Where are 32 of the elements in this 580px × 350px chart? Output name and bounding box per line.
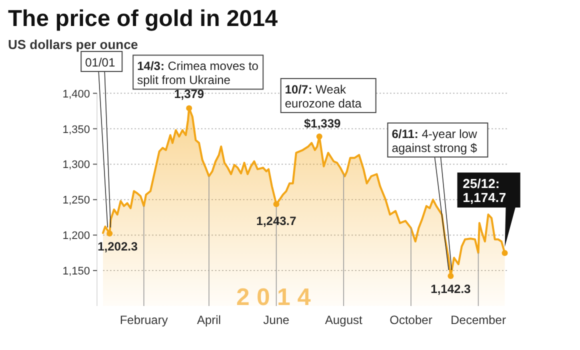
annotation: 1,142.3 xyxy=(430,282,472,296)
callout-box: 14/3: Crimea moves to split from Ukraine xyxy=(132,54,264,90)
annotation: 1,379 xyxy=(174,87,204,102)
x-tick-label: December xyxy=(450,313,506,327)
y-tick-label: 1,250 xyxy=(62,194,90,207)
y-tick-label: 1,350 xyxy=(62,124,90,136)
x-tick-label: October xyxy=(390,313,432,327)
point xyxy=(106,230,113,236)
y-tick-label: 1,400 xyxy=(62,88,90,100)
point xyxy=(502,250,508,256)
annotation: 14/3: Crimea moves to split from Ukraine xyxy=(137,59,259,88)
annotation: 10/7: Weak eurozone data xyxy=(284,82,362,111)
annotation: $1,339 xyxy=(304,116,342,131)
annotation: 1,243.7 xyxy=(256,214,297,228)
point xyxy=(316,134,322,140)
annotation: 25/12: 1,174.7 xyxy=(462,176,506,206)
x-tick-label: August xyxy=(324,313,363,327)
x-tick-label: April xyxy=(196,313,221,327)
chart-subtitle: US dollars per ounce xyxy=(8,37,138,52)
y-tick-label: 1,300 xyxy=(62,159,90,172)
annotation: 1,202.3 xyxy=(98,239,138,254)
annotation: 01/01 xyxy=(85,55,116,70)
chart-title: The price of gold in 2014 xyxy=(8,5,278,31)
callout-box: 10/7: Weak eurozone data xyxy=(280,78,376,114)
y-tick-label: 1,150 xyxy=(62,266,90,278)
annotation: 6/11: 4-year low against strong $ xyxy=(392,127,478,156)
point xyxy=(186,105,192,112)
point xyxy=(448,273,454,280)
x-tick-label: February xyxy=(120,313,168,327)
x-tick-label: June xyxy=(263,313,290,327)
point xyxy=(273,201,280,208)
y-tick-label: 1,200 xyxy=(62,230,90,242)
